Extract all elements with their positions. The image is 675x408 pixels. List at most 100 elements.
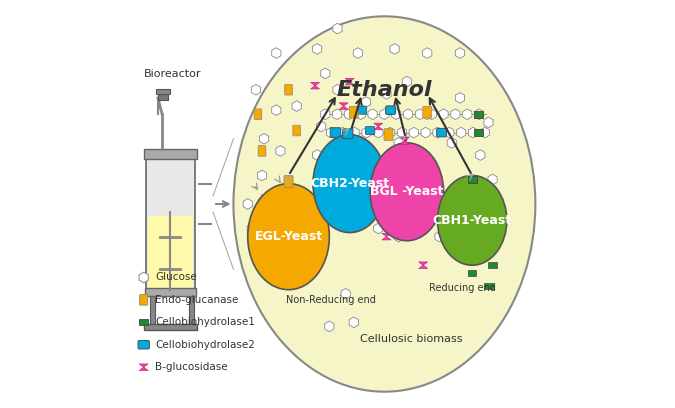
Text: Cellobiohydrolase1: Cellobiohydrolase1: [155, 317, 255, 327]
FancyBboxPatch shape: [437, 128, 446, 137]
PathPatch shape: [400, 137, 409, 144]
Bar: [188, 296, 194, 326]
FancyBboxPatch shape: [284, 175, 293, 187]
FancyBboxPatch shape: [357, 106, 367, 114]
Polygon shape: [394, 137, 403, 148]
Polygon shape: [374, 166, 383, 177]
Polygon shape: [374, 127, 383, 138]
Polygon shape: [402, 76, 412, 87]
Polygon shape: [292, 101, 301, 111]
Text: B-glucosidase: B-glucosidase: [155, 362, 227, 372]
Polygon shape: [476, 150, 485, 160]
Polygon shape: [313, 44, 322, 54]
Polygon shape: [392, 109, 401, 120]
Bar: [145, 288, 196, 296]
Bar: [489, 262, 497, 268]
Polygon shape: [415, 109, 425, 120]
Polygon shape: [423, 48, 432, 58]
Polygon shape: [374, 223, 383, 234]
FancyBboxPatch shape: [385, 106, 396, 114]
FancyBboxPatch shape: [254, 109, 262, 120]
Polygon shape: [427, 109, 436, 120]
Polygon shape: [488, 231, 497, 242]
Text: Glucose: Glucose: [155, 273, 197, 282]
PathPatch shape: [382, 233, 391, 240]
Text: Cellobiohydrolase2: Cellobiohydrolase2: [155, 340, 255, 350]
PathPatch shape: [345, 78, 354, 85]
Polygon shape: [353, 48, 362, 58]
Polygon shape: [435, 231, 444, 242]
Polygon shape: [423, 109, 432, 120]
Polygon shape: [362, 127, 371, 138]
Polygon shape: [251, 84, 261, 95]
Bar: [158, 94, 168, 100]
Polygon shape: [338, 127, 348, 138]
Polygon shape: [272, 105, 281, 115]
Polygon shape: [350, 127, 359, 138]
Polygon shape: [362, 97, 371, 107]
Bar: [474, 111, 483, 118]
Polygon shape: [380, 109, 389, 120]
Polygon shape: [456, 127, 466, 138]
Bar: [150, 296, 155, 326]
Polygon shape: [333, 23, 342, 34]
Polygon shape: [327, 127, 335, 138]
Polygon shape: [464, 231, 472, 242]
Polygon shape: [480, 127, 489, 138]
Polygon shape: [414, 219, 424, 230]
Text: CBH2-Yeast: CBH2-Yeast: [310, 177, 389, 190]
Bar: [146, 151, 194, 294]
Bar: [144, 324, 196, 330]
Bar: [148, 216, 192, 290]
Polygon shape: [456, 93, 464, 103]
Polygon shape: [468, 127, 477, 138]
Polygon shape: [409, 127, 418, 138]
Polygon shape: [484, 117, 493, 128]
Ellipse shape: [248, 184, 329, 290]
Polygon shape: [445, 127, 454, 138]
FancyBboxPatch shape: [258, 146, 266, 156]
Polygon shape: [368, 109, 377, 120]
PathPatch shape: [310, 82, 319, 89]
FancyBboxPatch shape: [293, 125, 300, 136]
Text: Reducing end: Reducing end: [429, 283, 495, 293]
Polygon shape: [349, 317, 358, 328]
FancyBboxPatch shape: [384, 129, 393, 140]
Ellipse shape: [437, 175, 507, 265]
FancyBboxPatch shape: [423, 106, 432, 118]
PathPatch shape: [418, 262, 428, 268]
Polygon shape: [333, 84, 342, 95]
Text: Non-Reducing end: Non-Reducing end: [286, 295, 377, 305]
Polygon shape: [344, 109, 354, 120]
Polygon shape: [475, 109, 484, 120]
Polygon shape: [313, 150, 322, 160]
FancyBboxPatch shape: [330, 128, 341, 137]
Polygon shape: [433, 127, 442, 138]
Polygon shape: [488, 174, 497, 185]
Text: Bioreactor: Bioreactor: [144, 69, 201, 80]
Polygon shape: [317, 121, 326, 132]
PathPatch shape: [339, 103, 348, 109]
Bar: [468, 176, 477, 183]
PathPatch shape: [139, 364, 148, 370]
Ellipse shape: [313, 135, 387, 233]
Polygon shape: [382, 89, 391, 99]
Polygon shape: [321, 109, 330, 120]
Polygon shape: [341, 211, 350, 222]
PathPatch shape: [374, 123, 383, 130]
Polygon shape: [439, 109, 448, 120]
Text: Endo-glucanase: Endo-glucanase: [155, 295, 238, 305]
Ellipse shape: [234, 16, 535, 392]
Polygon shape: [243, 199, 252, 209]
Bar: [485, 282, 493, 289]
Bar: [468, 270, 477, 277]
Polygon shape: [385, 127, 395, 138]
Polygon shape: [421, 127, 430, 138]
Polygon shape: [462, 109, 472, 120]
Text: CBH1-Yeast: CBH1-Yeast: [433, 214, 512, 227]
Bar: [139, 319, 148, 326]
Polygon shape: [427, 158, 436, 169]
FancyBboxPatch shape: [140, 295, 148, 305]
Bar: [156, 89, 170, 94]
Ellipse shape: [370, 143, 443, 241]
